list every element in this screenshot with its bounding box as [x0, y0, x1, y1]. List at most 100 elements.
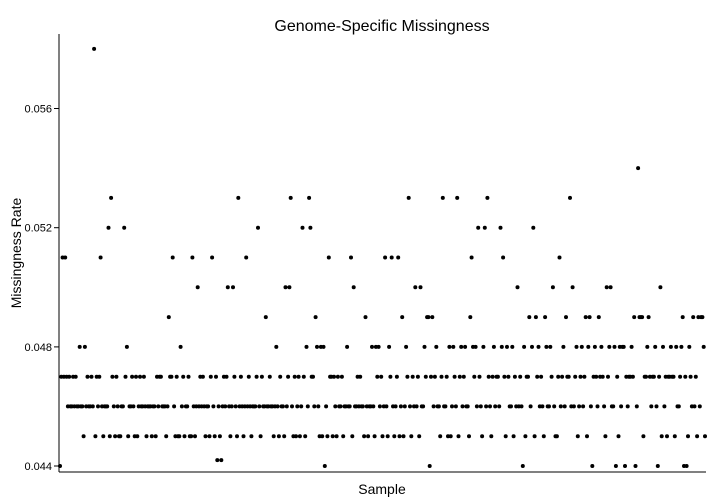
data-point	[493, 404, 498, 409]
data-point	[680, 315, 685, 320]
data-point	[371, 404, 376, 409]
data-point	[523, 434, 528, 439]
data-point	[503, 434, 508, 439]
data-point	[351, 285, 356, 290]
data-point	[330, 434, 335, 439]
data-point	[413, 285, 418, 290]
data-point	[408, 404, 412, 409]
data-point	[392, 434, 397, 439]
data-point	[582, 374, 587, 379]
data-point	[290, 404, 294, 409]
data-point	[518, 374, 523, 379]
y-tick-label: 0.048	[24, 342, 52, 354]
data-point	[460, 404, 465, 409]
data-point	[254, 374, 259, 379]
data-point	[82, 344, 87, 349]
data-point	[693, 374, 698, 379]
data-point	[488, 404, 492, 409]
data-point	[410, 374, 415, 379]
data-point	[118, 434, 123, 439]
data-point	[275, 404, 280, 409]
data-point	[93, 434, 98, 439]
data-point	[473, 344, 478, 349]
data-point	[633, 464, 638, 468]
data-point	[548, 344, 553, 349]
data-point	[282, 434, 287, 439]
data-point	[478, 404, 483, 409]
data-point	[531, 225, 536, 230]
data-point	[263, 315, 268, 320]
data-point	[271, 434, 276, 439]
data-point	[110, 374, 115, 379]
data-point	[398, 404, 403, 409]
data-point	[166, 315, 171, 320]
data-point	[607, 344, 612, 349]
data-point	[629, 344, 634, 349]
data-point	[388, 374, 393, 379]
data-point	[520, 464, 525, 468]
data-point	[482, 225, 487, 230]
data-point	[383, 255, 388, 260]
y-axis-label: Missingness Rate	[8, 198, 24, 309]
data-point	[178, 344, 183, 349]
data-point	[510, 344, 515, 349]
data-point	[497, 404, 502, 409]
data-point	[122, 225, 127, 230]
data-point	[138, 374, 142, 379]
data-point	[701, 344, 706, 349]
data-point	[590, 464, 595, 468]
data-point	[453, 404, 458, 409]
data-point	[219, 458, 224, 463]
data-point	[312, 404, 317, 409]
data-point	[430, 315, 435, 320]
data-point	[321, 344, 326, 349]
data-point	[85, 374, 90, 379]
data-point	[295, 404, 300, 409]
data-point	[303, 434, 308, 439]
data-point	[334, 434, 339, 439]
data-point	[404, 344, 409, 349]
data-point	[313, 315, 318, 320]
data-point	[207, 434, 212, 439]
data-point	[409, 434, 414, 439]
data-point	[570, 285, 575, 290]
data-point	[338, 404, 343, 409]
data-point	[440, 195, 445, 200]
data-point	[687, 344, 692, 349]
data-point	[554, 434, 559, 439]
data-point	[444, 374, 449, 379]
data-point	[208, 374, 213, 379]
data-point	[258, 434, 263, 439]
data-point	[575, 434, 580, 439]
data-point	[653, 344, 658, 349]
data-point	[550, 285, 555, 290]
data-point	[599, 344, 604, 349]
data-point	[216, 404, 221, 409]
data-point	[547, 404, 551, 409]
data-point	[379, 374, 384, 379]
data-point	[700, 315, 705, 320]
data-point	[156, 404, 161, 409]
data-point	[80, 404, 85, 409]
data-point	[217, 434, 222, 439]
data-point	[324, 404, 329, 409]
data-point	[606, 374, 610, 379]
data-point	[587, 315, 592, 320]
data-point	[476, 225, 481, 230]
data-point	[678, 374, 683, 379]
data-point	[472, 374, 477, 379]
data-point	[179, 404, 184, 409]
data-point	[608, 285, 613, 290]
data-point	[422, 344, 427, 349]
data-point	[375, 374, 380, 379]
data-point	[495, 374, 500, 379]
data-point	[612, 344, 617, 349]
data-point	[456, 434, 461, 439]
chart-title: Genome-Specific Missingness	[274, 18, 489, 35]
data-point	[657, 374, 662, 379]
data-point	[578, 374, 583, 379]
data-point	[77, 344, 82, 349]
data-point	[231, 285, 235, 290]
data-point	[417, 434, 422, 439]
data-point	[583, 315, 588, 320]
